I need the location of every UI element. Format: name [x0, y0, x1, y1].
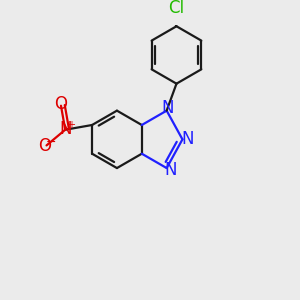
Text: −: −: [46, 136, 57, 149]
Text: N: N: [59, 120, 71, 138]
Text: Cl: Cl: [168, 0, 184, 17]
Text: N: N: [181, 130, 194, 148]
Text: O: O: [38, 137, 51, 155]
Text: O: O: [55, 94, 68, 112]
Text: +: +: [67, 120, 75, 130]
Text: N: N: [164, 161, 177, 179]
Text: N: N: [161, 99, 174, 117]
